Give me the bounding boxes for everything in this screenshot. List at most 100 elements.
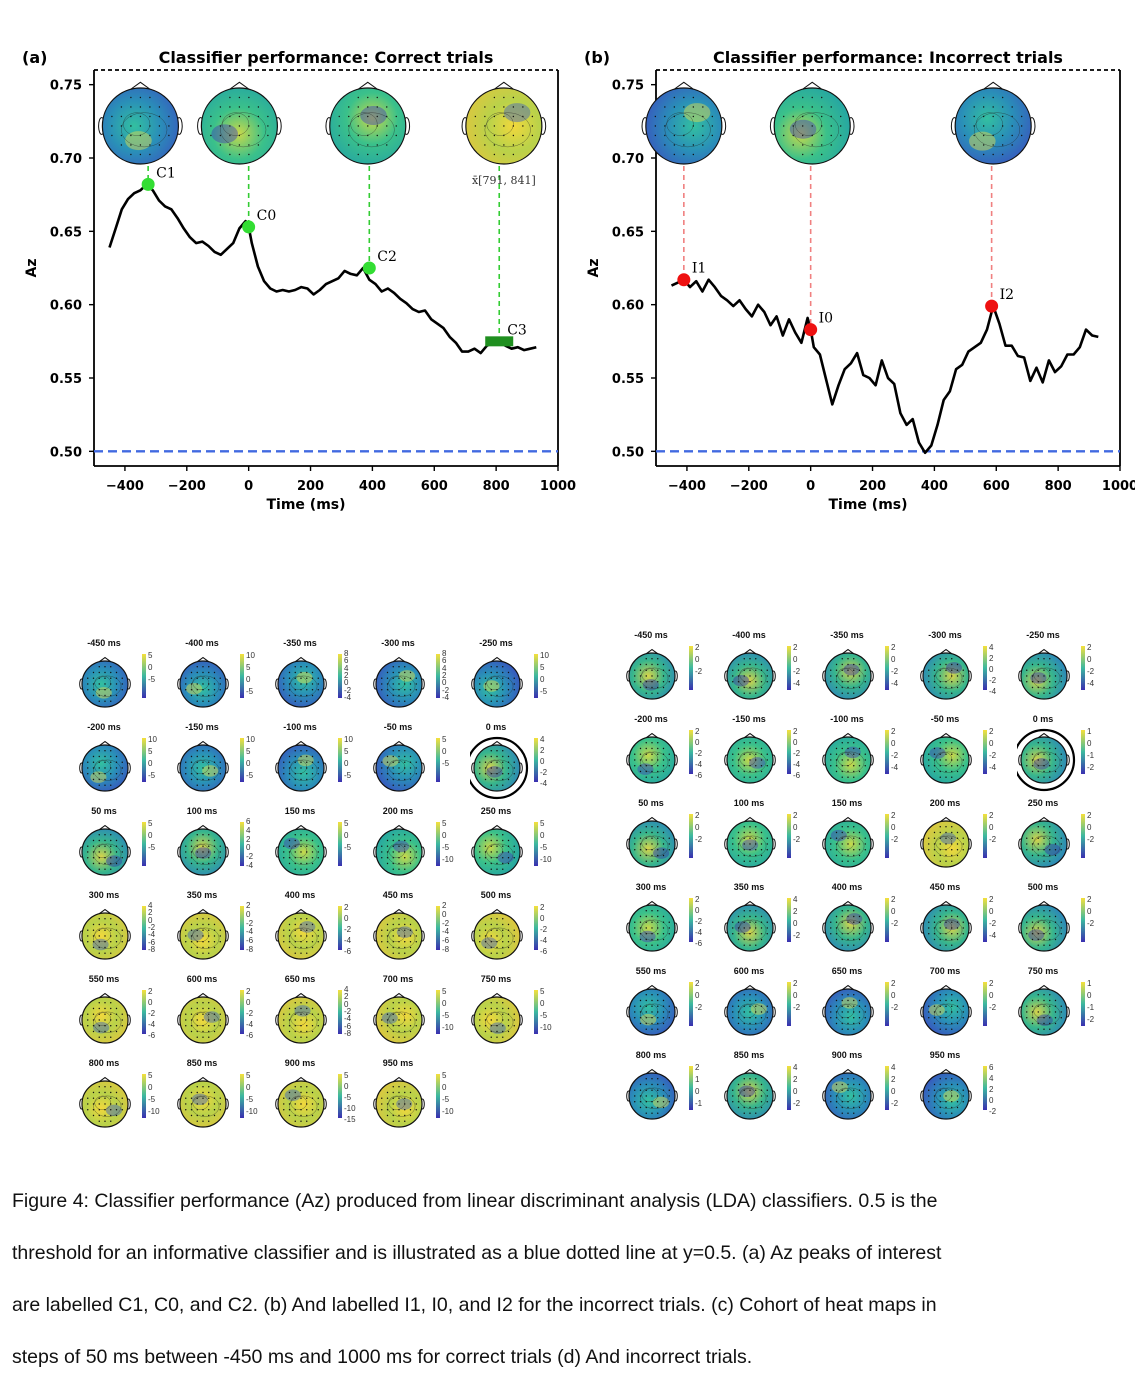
peak-label: C2	[377, 249, 397, 265]
az-series-line	[670, 278, 1099, 455]
colorbar-tick-label: 0	[344, 831, 349, 840]
colorbar-tick-label: 4	[989, 643, 994, 652]
heatmap-head	[724, 732, 776, 784]
x-tick-label: 0	[244, 479, 253, 494]
colorbar-tick-label: -2	[891, 835, 899, 844]
colorbar-ticks: 2 0 -2	[989, 810, 1015, 846]
colorbar-ticks: 2 0 -2	[695, 642, 721, 678]
colorbar-ticks: 2 0 -2	[891, 810, 917, 846]
caption-line-3: are labelled C1, C0, and C2. (b) And lab…	[12, 1294, 937, 1316]
colorbar	[1081, 982, 1085, 1026]
colorbar-tick-label: -2	[891, 667, 899, 676]
heatmap-cell: -100 ms 2 0 -2 -4	[821, 714, 916, 798]
colorbar-tick-label: 2	[793, 643, 798, 652]
heatmap-head	[79, 824, 131, 876]
heatmap-cell: 700 ms 2 0 -2	[919, 966, 1014, 1050]
colorbar-tick-label: -1	[695, 1099, 703, 1108]
heatmap-cell: 650 ms 4 2 0 -2 -4 -6 -8	[274, 974, 369, 1058]
colorbar-tick-label: -6	[344, 1021, 352, 1031]
heatmap-head	[79, 1076, 131, 1128]
x-tick-label: −200	[730, 479, 768, 494]
heatmap-time-label: -450 ms	[87, 638, 121, 648]
heatmap-plot	[920, 730, 987, 784]
colorbar-tick-label: 0	[344, 678, 349, 688]
colorbar-tick-label: -4	[989, 763, 997, 772]
colorbar-tick-label: -5	[540, 687, 548, 696]
colorbar-tick-label: -6	[344, 947, 352, 956]
colorbar	[534, 738, 538, 782]
colorbar-tick-label: 10	[540, 651, 549, 660]
colorbar-tick-label: 0	[695, 906, 700, 915]
heatmap-plot	[373, 738, 440, 792]
colorbar-tick-label: 5	[344, 747, 349, 756]
colorbar	[436, 990, 440, 1034]
colorbar-tick-label: -5	[344, 1093, 352, 1102]
heatmap-plot	[626, 982, 693, 1036]
colorbar-tick-label: -4	[1087, 679, 1095, 688]
heatmap-plot	[471, 822, 538, 876]
heatmap-time-label: 650 ms	[831, 966, 863, 976]
colorbar	[689, 730, 693, 774]
heatmap-time-label: 0 ms	[1032, 714, 1054, 724]
colorbar-ticks: 2 1 0 -1	[695, 1062, 721, 1110]
colorbar	[689, 982, 693, 1026]
colorbar	[787, 982, 791, 1026]
colorbar-tick-label: 0	[989, 991, 994, 1000]
heatmap-time-label: -400 ms	[185, 638, 219, 648]
heatmap-head	[373, 740, 425, 792]
colorbar-tick-label: 0	[246, 998, 251, 1007]
colorbar-tick-label: 2	[695, 979, 700, 988]
colorbar-ticks: 2 0 -2 -4 -6	[695, 726, 721, 781]
peak-marker	[362, 261, 376, 275]
heatmap-head	[822, 732, 874, 784]
heatmap-plot	[822, 898, 889, 952]
colorbar	[534, 990, 538, 1034]
heatmap-time-label: 50 ms	[91, 806, 117, 816]
heatmap-cell: 400 ms 2 0 -2 -4 -6	[274, 890, 369, 974]
colorbar-tick-label: -4	[891, 763, 899, 772]
colorbar-tick-label: -2	[442, 918, 450, 928]
colorbar-tick-label: 5	[148, 651, 153, 660]
colorbar-tick-label: 0	[148, 663, 153, 672]
heatmap-plot	[177, 654, 244, 708]
heatmap-plot	[1018, 646, 1085, 700]
colorbar-tick-label: 0	[442, 909, 447, 919]
colorbar-ticks: 2 0 -2	[695, 978, 721, 1014]
colorbar-tick-label: -10	[540, 855, 552, 864]
y-tick-label: 0.70	[612, 152, 644, 167]
colorbar-tick-label: -5	[246, 687, 254, 696]
colorbar	[436, 906, 440, 950]
heatmap-head	[79, 656, 131, 708]
colorbar-ticks: 4 2 0 -2 -4 -6 -8	[344, 985, 370, 1037]
heatmap-plot	[373, 822, 440, 876]
heatmap-plot	[79, 906, 146, 960]
colorbar-tick-label: -5	[246, 1095, 254, 1104]
heatmap-time-label: 250 ms	[1027, 798, 1059, 808]
heatmap-head	[626, 984, 678, 1036]
heatmap-time-label: -100 ms	[830, 714, 864, 724]
heatmap-cell: -400 ms 10 5 0 -5	[176, 638, 271, 722]
x-tick-label: 200	[297, 479, 324, 494]
heatmap-time-label: -350 ms	[283, 638, 317, 648]
heatmap-head	[724, 648, 776, 700]
colorbar-tick-label: -5	[344, 843, 352, 852]
heatmap-time-label: 700 ms	[382, 974, 414, 984]
heatmap-head	[471, 824, 523, 876]
colorbar-tick-label: 0	[989, 665, 994, 674]
colorbar-tick-label: -10	[442, 1107, 454, 1116]
heatmap-head	[79, 992, 131, 1044]
colorbar	[240, 990, 244, 1034]
colorbar	[983, 646, 987, 690]
colorbar-ticks: 4 2 0 -2 -4 -6 -8	[148, 901, 174, 953]
heatmap-time-label: 100 ms	[733, 798, 765, 808]
heatmap-cell: -450 ms 5 0 -5	[78, 638, 173, 722]
heatmap-cell: 50 ms 5 0 -5	[78, 806, 173, 890]
heatmap-head	[626, 648, 678, 700]
colorbar-tick-label: -10	[540, 1023, 552, 1032]
colorbar	[534, 822, 538, 866]
heatmap-plot	[920, 898, 987, 952]
colorbar-tick-label: 2	[695, 1063, 700, 1072]
topomap-head	[769, 81, 855, 165]
colorbar	[1081, 898, 1085, 942]
colorbar	[240, 738, 244, 782]
